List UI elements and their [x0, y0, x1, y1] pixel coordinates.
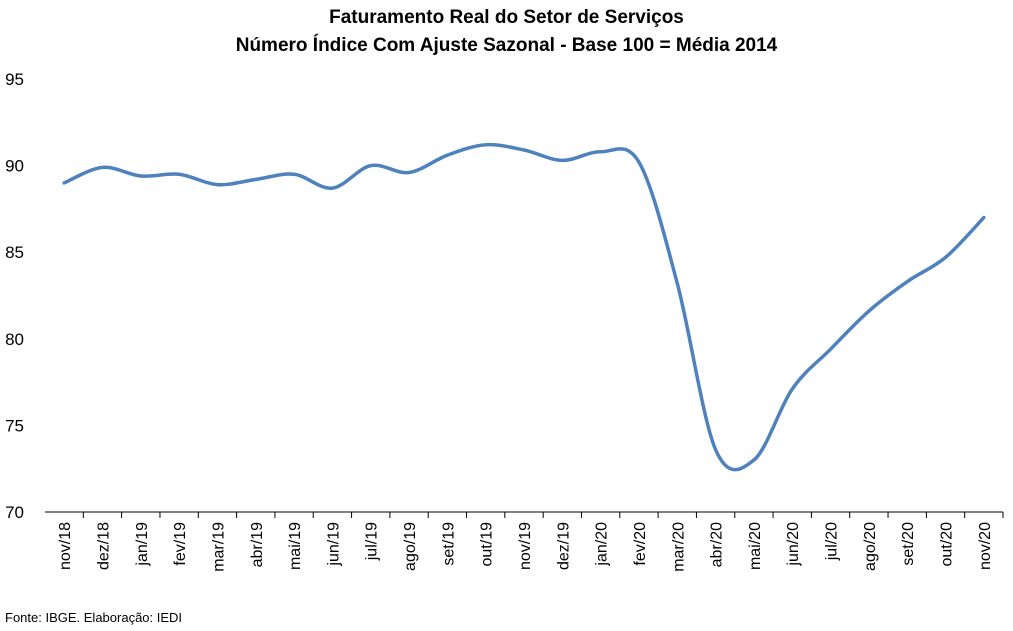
- x-tick-label: out/20: [939, 522, 956, 567]
- x-tick-label: jun/19: [325, 522, 342, 567]
- chart-title: Faturamento Real do Setor de Serviços: [329, 7, 684, 28]
- x-tick-label: jul/20: [824, 522, 841, 561]
- x-tick-label: set/20: [900, 522, 917, 566]
- x-tick-label: jan/19: [134, 522, 151, 567]
- x-tick-label: fev/19: [172, 522, 189, 566]
- x-tick-label: jan/20: [594, 522, 611, 567]
- x-tick-label: nov/18: [57, 522, 74, 570]
- y-tick-label: 80: [5, 330, 24, 349]
- x-tick-label: nov/20: [977, 522, 994, 570]
- x-tick-label: fev/20: [632, 522, 649, 566]
- x-tick-label: nov/19: [517, 522, 534, 570]
- x-tick-label: ago/20: [862, 522, 879, 571]
- x-tick-label: abr/19: [249, 522, 266, 567]
- y-axis: 70 75 80 85 90 95: [5, 70, 24, 522]
- x-tick-label: ago/19: [402, 522, 419, 571]
- x-tick-label: set/19: [440, 522, 457, 566]
- source-note: Fonte: IBGE. Elaboração: IEDI: [5, 610, 183, 625]
- y-tick-label: 75: [5, 416, 24, 435]
- x-tick-label: dez/18: [95, 522, 112, 570]
- x-tick-label: dez/19: [555, 522, 572, 570]
- x-tick-label: mai/20: [747, 522, 764, 570]
- x-tick-label: mai/19: [287, 522, 304, 570]
- y-tick-label: 90: [5, 157, 24, 176]
- x-tick-label: jul/19: [364, 522, 381, 561]
- x-tick-label: mar/19: [210, 522, 227, 572]
- x-tick-label: mar/20: [670, 522, 687, 572]
- y-tick-label: 95: [5, 70, 24, 89]
- y-tick-label: 70: [5, 503, 24, 522]
- x-axis: nov/18 dez/18 jan/19 fev/19 mar/19 abr/19 mai/…: [45, 511, 1004, 572]
- series-line: [62, 142, 986, 472]
- chart-subtitle: Número Índice Com Ajuste Sazonal - Base …: [235, 35, 778, 56]
- x-tick-label: out/19: [479, 522, 496, 567]
- y-tick-label: 85: [5, 243, 24, 262]
- x-tick-label: abr/20: [709, 522, 726, 567]
- x-tick-label: jun/20: [785, 522, 802, 567]
